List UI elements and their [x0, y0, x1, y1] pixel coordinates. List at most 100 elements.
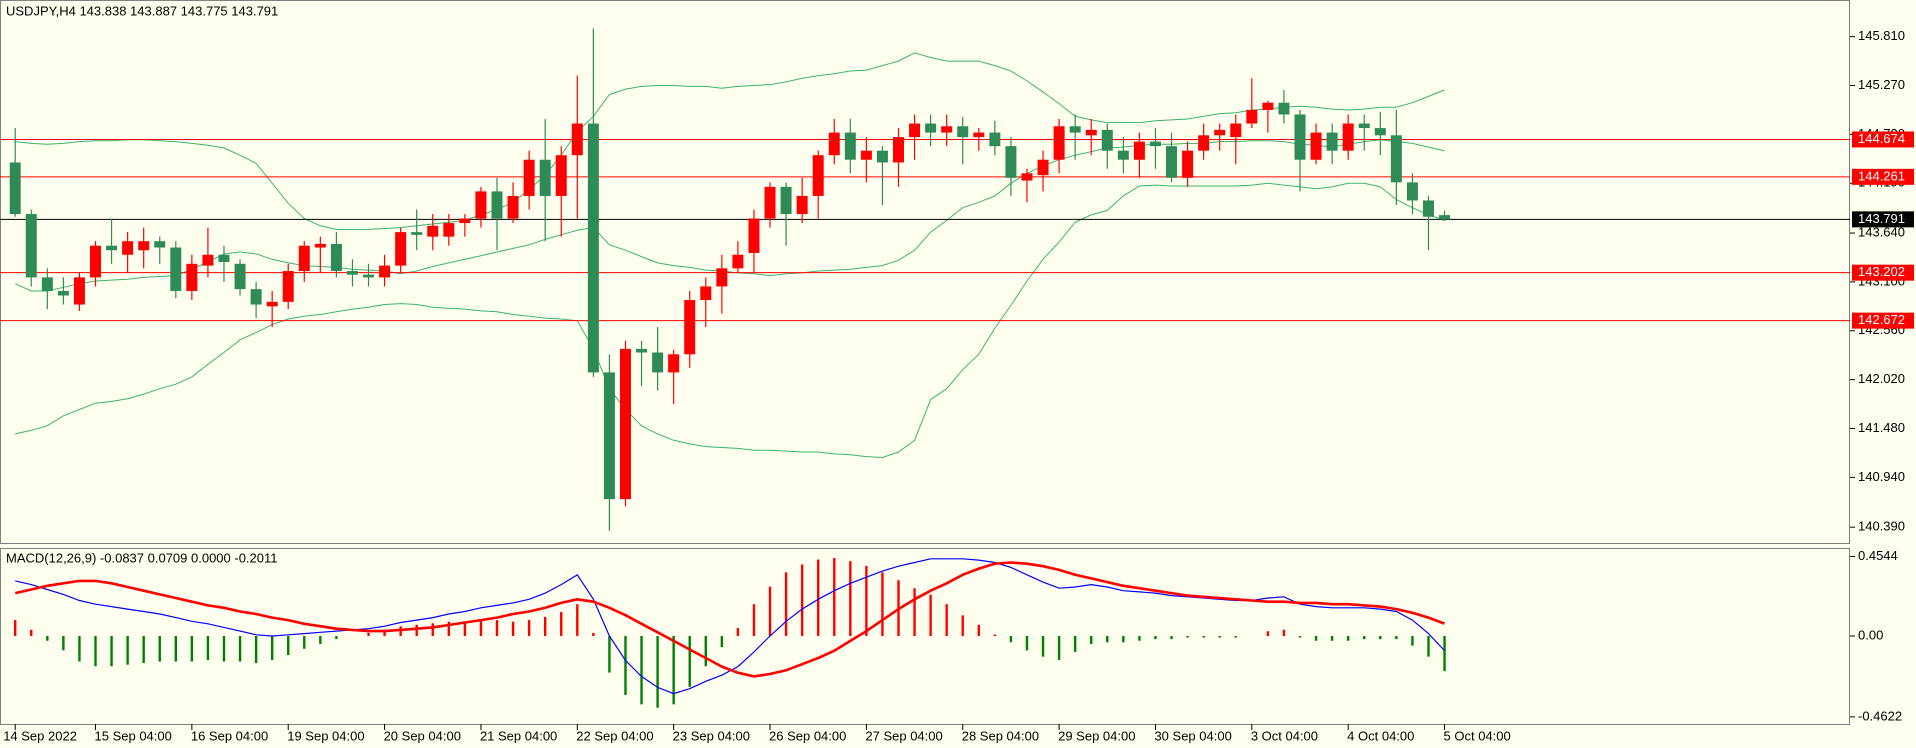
candle-body	[1326, 132, 1338, 151]
candle-body	[828, 132, 840, 156]
candle-body	[1101, 129, 1113, 151]
candle-body	[1117, 150, 1129, 160]
candle-body	[363, 274, 375, 278]
candle-body	[41, 277, 53, 291]
y-tick-label: -0.4622	[1858, 708, 1902, 723]
candle-body	[234, 263, 246, 290]
x-tick-label: 5 Oct 04:00	[1444, 728, 1511, 743]
candle-body	[475, 191, 487, 219]
candle-body	[186, 263, 198, 291]
macd-header: MACD(12,26,9) -0.0837 0.0709 0.0000 -0.2…	[6, 550, 278, 565]
candle-body	[668, 354, 680, 373]
candle-body	[282, 271, 294, 302]
candle-body	[780, 186, 792, 215]
candle-body	[346, 271, 358, 275]
candle-body	[1133, 141, 1145, 160]
signal-line	[14, 561, 1445, 678]
candle-body	[1262, 102, 1274, 110]
candle-body	[218, 254, 230, 262]
candle-body	[507, 195, 519, 219]
candle-body	[298, 245, 310, 272]
x-tick-label: 22 Sep 04:00	[576, 728, 653, 743]
x-tick-label: 15 Sep 04:00	[95, 728, 172, 743]
candle-body	[844, 132, 856, 160]
candle-body	[1230, 123, 1242, 138]
bollinger-band	[15, 182, 1445, 459]
level-label: 144.674	[1858, 131, 1905, 146]
x-tick-label: 16 Sep 04:00	[191, 728, 268, 743]
candle-body	[860, 150, 872, 160]
y-tick-label: 142.020	[1858, 371, 1905, 386]
candle-body	[1358, 123, 1370, 129]
candle-body	[1085, 129, 1097, 136]
candle-body	[539, 159, 551, 196]
candle-body	[1053, 126, 1065, 160]
candle-body	[1439, 215, 1451, 220]
y-tick-label: 140.940	[1858, 469, 1905, 484]
candle-body	[764, 186, 776, 219]
x-tick-label: 21 Sep 04:00	[480, 728, 557, 743]
x-tick-label: 28 Sep 04:00	[962, 728, 1039, 743]
candle-body	[202, 254, 214, 266]
candle-body	[411, 232, 423, 235]
x-tick-label: 29 Sep 04:00	[1058, 728, 1135, 743]
last-price-label-box	[1852, 211, 1914, 228]
candle-body	[90, 245, 101, 278]
candle-body	[619, 348, 631, 500]
y-tick-label: 0.4544	[1858, 548, 1898, 563]
candle-body	[909, 123, 921, 138]
candle-body	[732, 254, 744, 269]
candle-body	[925, 123, 937, 133]
candle-body	[636, 348, 648, 353]
x-tick-label: 4 Oct 04:00	[1347, 728, 1414, 743]
candle-body	[459, 218, 471, 224]
candle-body	[1310, 132, 1322, 160]
candle-body	[1278, 102, 1290, 115]
candle-body	[523, 159, 535, 196]
candle-body	[266, 301, 278, 307]
candle-body	[1005, 146, 1017, 178]
candle-body	[1069, 126, 1081, 133]
candle-body	[314, 243, 326, 248]
candle-body	[1149, 141, 1161, 147]
candle-body	[1021, 173, 1033, 181]
candle-body	[491, 191, 503, 219]
candle-body	[57, 290, 69, 296]
candle-body	[9, 162, 21, 215]
candle-body	[1406, 182, 1418, 201]
y-tick-label: 145.810	[1858, 28, 1905, 43]
x-tick-label: 26 Sep 04:00	[769, 728, 846, 743]
level-label-box	[1852, 131, 1914, 148]
candle-body	[989, 132, 1001, 147]
candle-body	[1374, 128, 1386, 136]
y-tick-label: 140.390	[1858, 519, 1905, 534]
candle-body	[1342, 123, 1354, 151]
marks: 145.810145.270144.730144.190143.640143.1…	[0, 28, 1914, 743]
candle-body	[1294, 114, 1306, 160]
candle-body	[652, 352, 664, 373]
candle-body	[154, 241, 166, 248]
x-tick-label: 3 Oct 04:00	[1251, 728, 1318, 743]
candle-body	[138, 241, 150, 251]
candle-body	[796, 195, 808, 215]
last-price-label: 143.791	[1858, 211, 1905, 226]
x-tick-label: 19 Sep 04:00	[287, 728, 364, 743]
level-label-box	[1852, 312, 1914, 329]
x-tick-label: 20 Sep 04:00	[384, 728, 461, 743]
candle-body	[427, 225, 439, 237]
price-panel	[0, 0, 1850, 544]
candle-body	[379, 265, 391, 278]
level-label: 144.261	[1858, 168, 1905, 183]
candle-body	[122, 241, 134, 255]
candle-body	[812, 155, 824, 196]
bollinger-band	[15, 52, 1445, 230]
level-label-box	[1852, 168, 1914, 185]
candle-body	[973, 132, 985, 138]
candle-body	[700, 286, 712, 301]
candle-body	[250, 289, 262, 305]
candle-body	[330, 243, 342, 272]
y-tick-label: 141.480	[1858, 420, 1905, 435]
candle-body	[1422, 200, 1434, 217]
x-tick-label: 30 Sep 04:00	[1154, 728, 1231, 743]
x-tick-label: 14 Sep 2022	[3, 728, 77, 743]
